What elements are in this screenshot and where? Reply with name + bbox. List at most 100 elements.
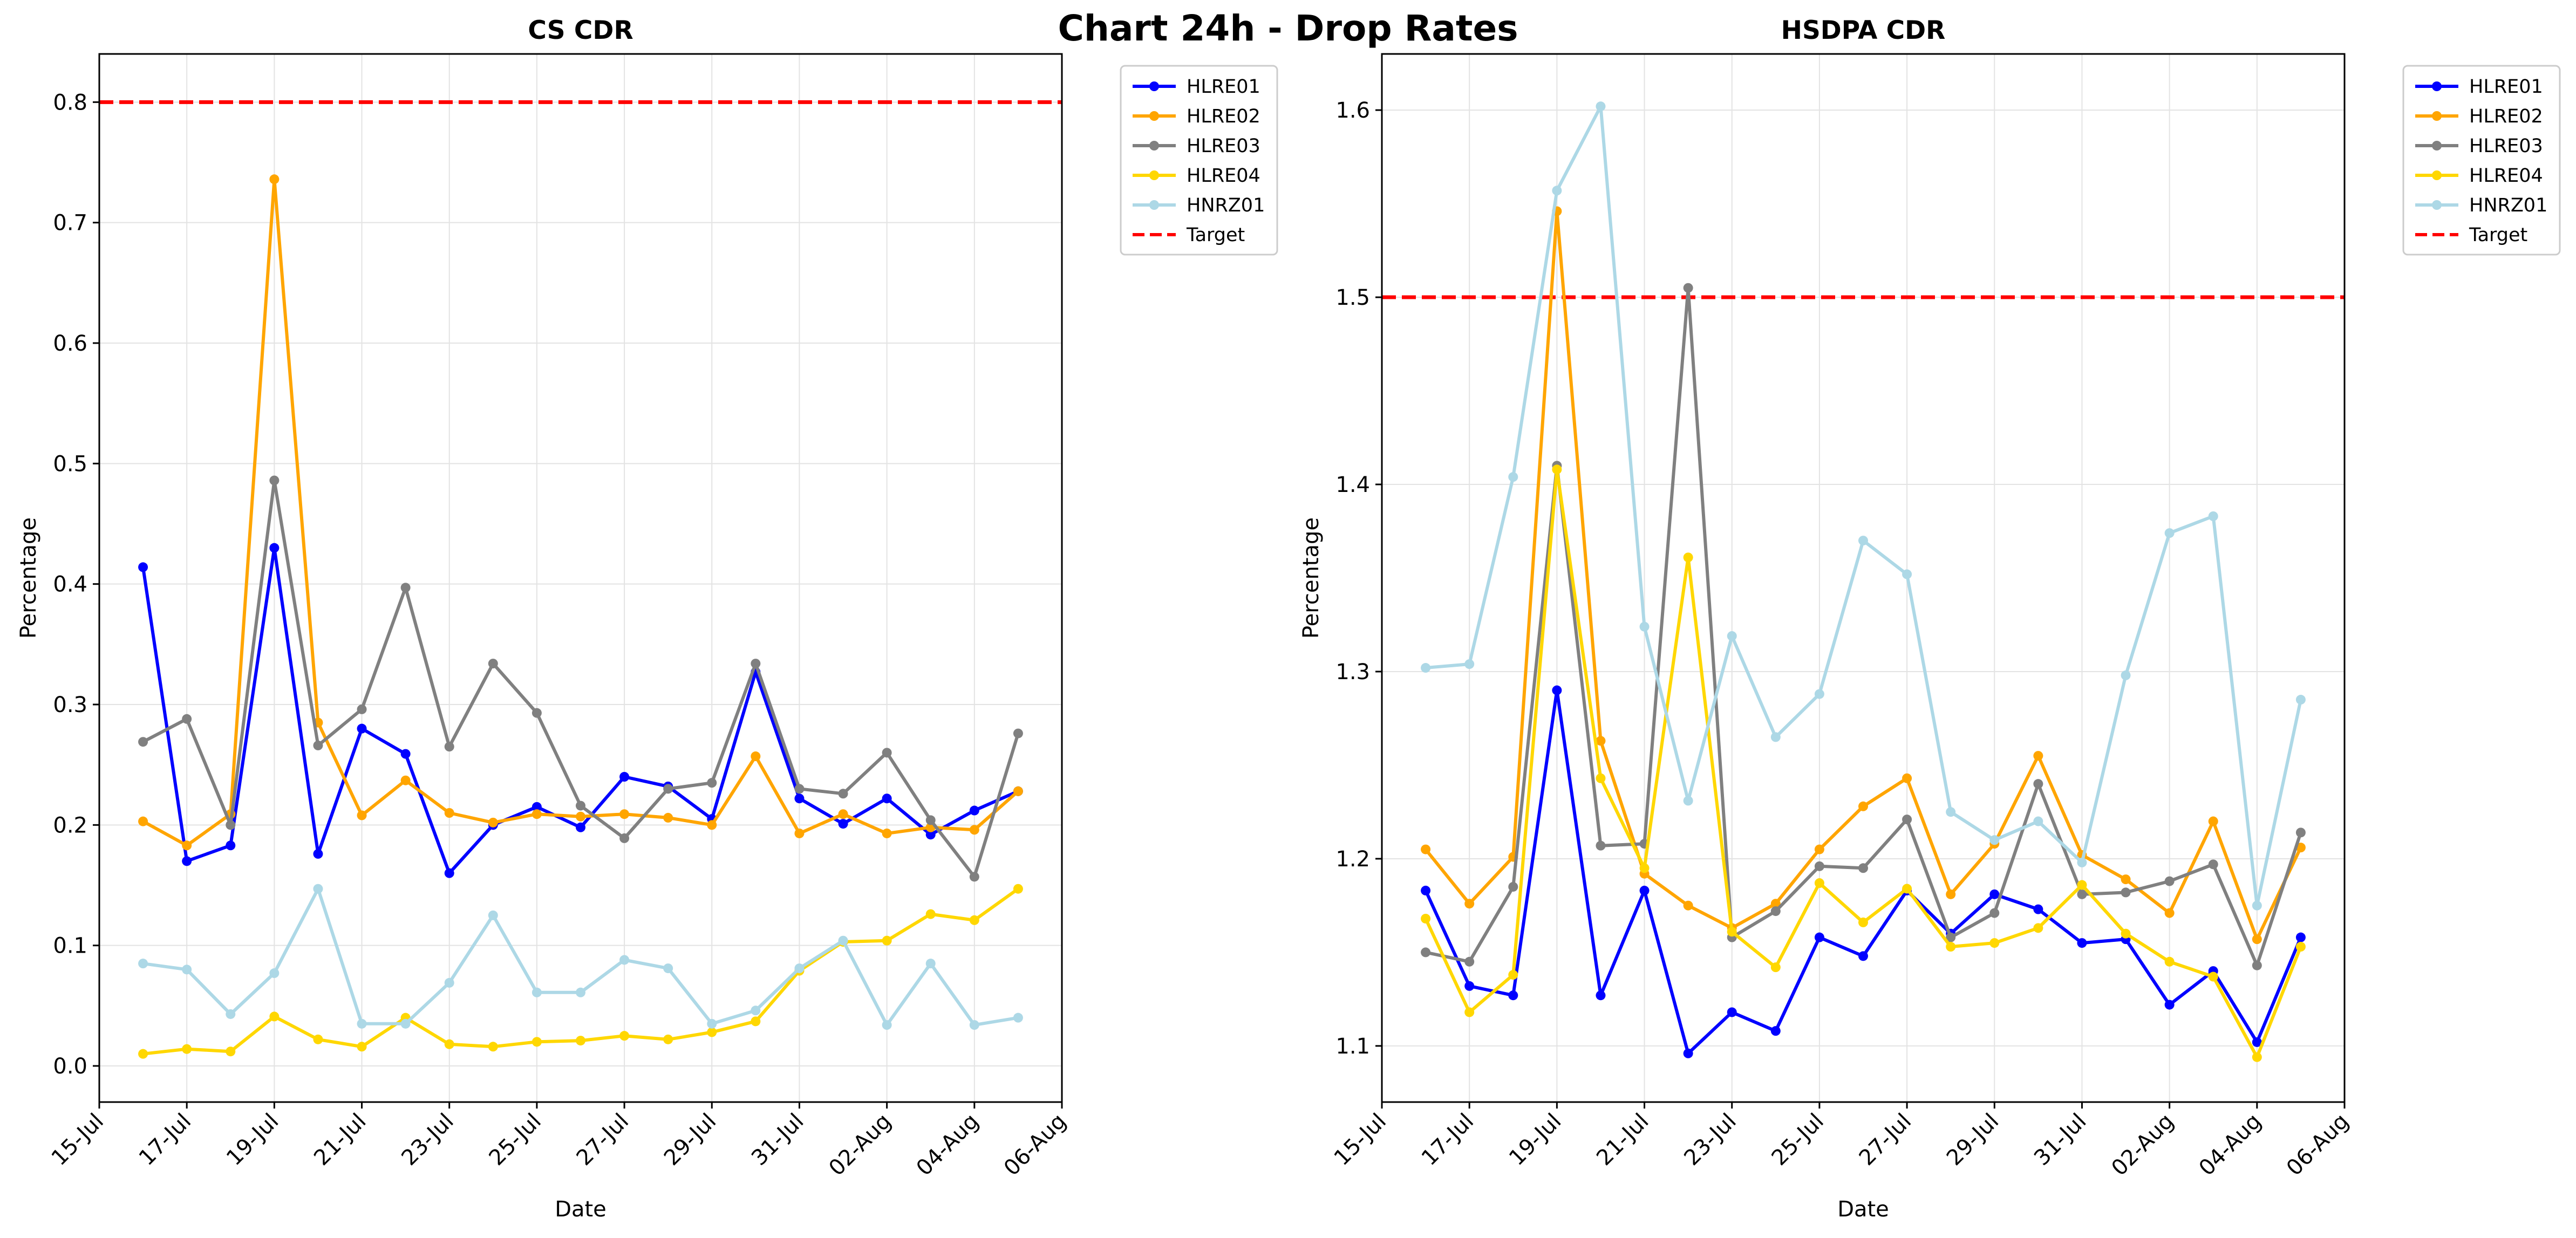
data-point-hlre03 <box>838 789 848 799</box>
x-tick-label: 23-Jul <box>397 1109 458 1171</box>
data-point-hlre02 <box>1464 899 1475 909</box>
data-point-hnrz01 <box>969 1020 979 1030</box>
legend: HLRE01 HLRE02 HLRE03 HLRE04 HNRZ01 Target <box>2402 65 2561 256</box>
data-point-hlre01 <box>1683 1048 1693 1058</box>
data-point-hlre04 <box>357 1042 367 1052</box>
data-point-hlre04 <box>882 935 892 946</box>
data-point-hlre02 <box>357 810 367 820</box>
data-point-hnrz01 <box>576 987 585 997</box>
data-point-hnrz01 <box>1858 536 1868 546</box>
data-point-hlre02 <box>969 825 979 835</box>
legend-label-hlre02: HLRE02 <box>1187 106 1260 127</box>
data-point-hnrz01 <box>2252 900 2262 911</box>
legend-label-hnrz01: HNRZ01 <box>2469 195 2547 216</box>
y-tick-label: 1.1 <box>1335 1034 1370 1059</box>
x-tick-label: 15-Jul <box>1330 1109 1391 1171</box>
data-point-hlre04 <box>1989 938 2000 948</box>
data-point-hlre01 <box>2295 932 2306 942</box>
data-point-hlre01 <box>531 802 542 812</box>
data-point-hlre03 <box>1013 728 1023 738</box>
data-point-hlre04 <box>576 1036 585 1046</box>
data-point-hnrz01 <box>1946 807 1956 817</box>
y-tick-label: 1.3 <box>1335 660 1370 685</box>
data-point-hlre04 <box>1421 913 1431 924</box>
data-point-hlre03 <box>2077 889 2087 899</box>
data-point-hlre01 <box>925 830 936 840</box>
data-point-hlre03 <box>1421 947 1431 957</box>
data-point-hlre04 <box>2164 956 2175 967</box>
data-point-hnrz01 <box>1814 689 1824 699</box>
data-point-hlre02 <box>882 828 892 838</box>
data-point-hlre03 <box>2208 859 2218 870</box>
data-point-hlre03 <box>1946 932 1956 942</box>
data-point-hlre04 <box>1902 884 1912 894</box>
data-point-hnrz01 <box>2208 511 2218 522</box>
data-point-hnrz01 <box>925 959 936 969</box>
data-point-hlre04 <box>226 1047 236 1057</box>
data-point-hlre04 <box>2252 1052 2262 1062</box>
data-point-hnrz01 <box>182 965 192 975</box>
data-point-hnrz01 <box>488 910 498 920</box>
data-point-hnrz01 <box>751 1006 761 1016</box>
legend-label-hlre04: HLRE04 <box>2469 165 2543 187</box>
data-point-hlre03 <box>138 737 148 747</box>
data-point-hnrz01 <box>1421 663 1431 673</box>
data-point-hlre02 <box>1770 899 1781 909</box>
data-point-hlre03 <box>925 815 936 825</box>
data-point-hlre01 <box>1464 981 1475 991</box>
data-point-hlre03 <box>357 704 367 714</box>
data-point-hlre01 <box>226 840 236 851</box>
legend-marker-hlre01 <box>2432 81 2442 91</box>
data-point-hnrz01 <box>838 935 848 946</box>
data-point-hlre03 <box>707 778 717 788</box>
legend-box <box>2402 65 2561 256</box>
data-point-hlre02 <box>269 174 280 184</box>
data-point-hlre03 <box>576 801 585 811</box>
data-point-hnrz01 <box>1770 732 1781 742</box>
data-point-hlre04 <box>1013 884 1023 894</box>
data-point-hnrz01 <box>269 968 280 979</box>
data-point-hlre02 <box>2164 908 2175 918</box>
x-tick-label: 27-Jul <box>1855 1109 1916 1171</box>
data-point-hlre04 <box>707 1027 717 1037</box>
y-tick-label: 1.5 <box>1335 285 1370 310</box>
data-point-hlre03 <box>1508 881 1518 892</box>
data-point-hlre01 <box>1639 885 1650 895</box>
legend-marker-hlre04 <box>1149 170 1159 180</box>
data-point-hlre02 <box>138 816 148 826</box>
data-point-hlre03 <box>751 659 761 669</box>
x-tick-label: 25-Jul <box>1767 1109 1829 1171</box>
data-point-hlre04 <box>182 1044 192 1054</box>
data-point-hlre04 <box>488 1042 498 1052</box>
legend-marker-hlre04 <box>2432 170 2442 180</box>
data-point-hlre04 <box>2033 923 2043 933</box>
data-point-hlre04 <box>1639 863 1650 873</box>
legend-label-hlre03: HLRE03 <box>1187 135 1260 157</box>
data-point-hlre02 <box>576 811 585 822</box>
x-tick-label: 19-Jul <box>1504 1109 1566 1171</box>
x-tick-label: 02-Aug <box>824 1109 896 1181</box>
legend-label-hlre02: HLRE02 <box>2469 106 2543 127</box>
data-point-hnrz01 <box>1727 631 1737 641</box>
y-tick-label: 0.8 <box>53 90 87 115</box>
data-point-hnrz01 <box>1902 569 1912 579</box>
data-point-hlre02 <box>2121 874 2131 885</box>
data-point-hlre02 <box>1421 844 1431 854</box>
x-axis-label: Date <box>555 1197 606 1222</box>
data-point-hlre02 <box>400 775 411 785</box>
y-tick-label: 0.0 <box>53 1054 87 1079</box>
data-point-hlre01 <box>1814 932 1824 942</box>
data-point-hnrz01 <box>2164 528 2175 538</box>
legend-label-hlre01: HLRE01 <box>2469 76 2543 98</box>
data-point-hlre01 <box>2164 1000 2175 1010</box>
data-point-hnrz01 <box>707 1018 717 1029</box>
data-point-hlre01 <box>182 856 192 866</box>
data-point-hlre03 <box>1902 815 1912 825</box>
data-point-hlre04 <box>925 909 936 919</box>
legend: HLRE01 HLRE02 HLRE03 HLRE04 HNRZ01 Target <box>1120 65 1278 256</box>
data-point-hlre01 <box>357 723 367 734</box>
data-point-hlre04 <box>1464 1007 1475 1017</box>
data-point-hlre02 <box>1013 786 1023 796</box>
data-point-hlre03 <box>2252 960 2262 970</box>
